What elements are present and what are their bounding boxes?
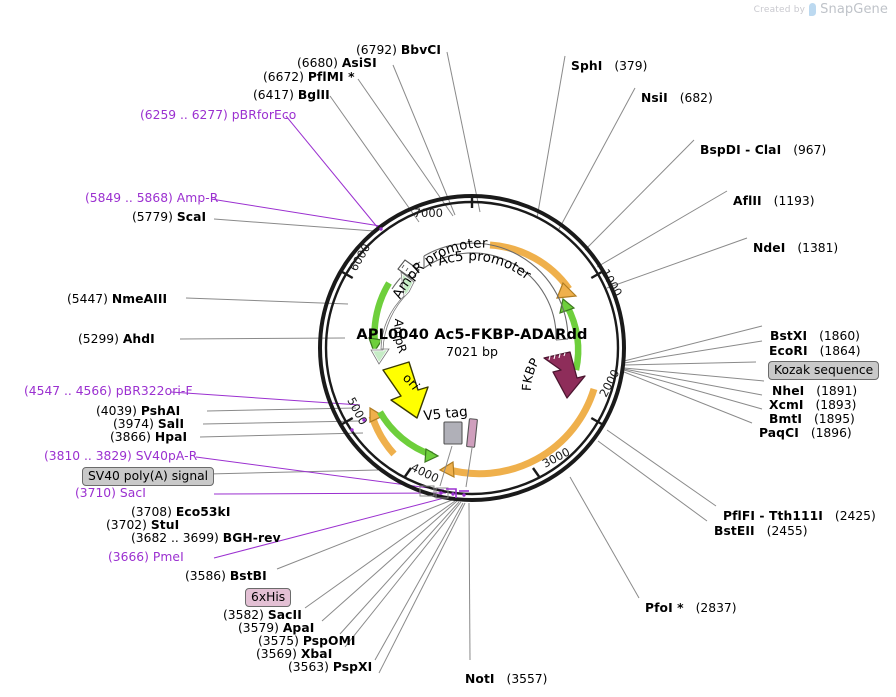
orange-arrowhead-top <box>556 281 578 299</box>
ruler-ticks <box>341 196 603 479</box>
site-label-sphi[interactable]: SphI (379) <box>571 59 648 73</box>
site-label-nhei[interactable]: NheI (1891) <box>772 384 858 398</box>
site-label-xbai[interactable]: (3563) PspXI <box>288 660 373 674</box>
feature-6xhis <box>466 418 478 448</box>
label-ampr: AmpR <box>391 318 410 355</box>
site-label-scai[interactable]: (5779) ScaI <box>132 210 207 224</box>
site-label-paqci[interactable]: PaqCI (1896) <box>759 426 852 440</box>
site-label-nsii[interactable]: NsiI (682) <box>641 91 713 105</box>
direction-arcs <box>368 241 598 479</box>
feature-ori <box>382 361 429 419</box>
orange-arc-lower <box>445 387 598 478</box>
feature-stems <box>439 445 473 488</box>
orange-arrowhead-left <box>369 406 385 423</box>
plasmid-size: 7021 bp <box>445 344 499 359</box>
site-label-stui[interactable]: (3682 .. 3699) BGH-rev <box>131 531 281 545</box>
snapgene-logo-icon <box>809 3 817 16</box>
site-label-asisi[interactable]: (6680) AsiSI <box>297 56 377 70</box>
feature-ampr <box>368 259 420 367</box>
primer-label-amp-r[interactable]: (5849 .. 5868) Amp-R <box>85 191 219 205</box>
feature-fkbp <box>543 351 586 399</box>
kozak-sequence-chip[interactable]: Kozak sequence <box>768 361 880 380</box>
snapgene-watermark: Created by SnapGene <box>754 2 888 17</box>
site-label-nmeaiii[interactable]: (5447) NmeAIII <box>67 292 168 306</box>
6xhis-chip[interactable]: 6xHis <box>245 588 292 607</box>
green-arrowhead-lower-left <box>424 447 440 463</box>
site-label-noti[interactable]: NotI (3557) <box>465 672 548 686</box>
ac5-promoter-outline-inner <box>423 252 557 341</box>
leader-lines-bottom-fan <box>276 499 471 674</box>
site-label-pspomi[interactable]: (3569) XbaI <box>256 647 333 661</box>
leader-lines-top <box>329 51 481 223</box>
label-fkbp: FKBP <box>519 355 543 391</box>
tick-label-5000: 5000 <box>344 395 370 427</box>
watermark-brand: SnapGene <box>820 2 888 17</box>
watermark-created-by: Created by <box>753 4 806 15</box>
site-label-saci[interactable]: (3708) Eco53kI <box>131 505 231 519</box>
site-label-eco53ki[interactable]: (3702) StuI <box>106 518 180 532</box>
site-label-sali[interactable]: (3974) SalI <box>113 417 185 431</box>
site-label-bbvci[interactable]: (6792) BbvCI <box>356 43 442 57</box>
site-label-bsteii[interactable]: BstEII (2455) <box>714 524 808 538</box>
sv40-polya-signal-chip[interactable]: SV40 poly(A) signal <box>82 467 215 486</box>
ac5-promoter-outline-outer <box>423 242 569 340</box>
site-label-ecori[interactable]: EcoRI (1864) <box>769 344 861 358</box>
site-label-pfoi[interactable]: PfoI * (2837) <box>645 601 737 615</box>
primer-label-sv40pa-r[interactable]: (3810 .. 3829) SV40pA-R <box>44 449 198 463</box>
leader-lines-right <box>536 55 765 599</box>
primer-label-pbrforeco[interactable]: (6259 .. 6277) pBRforEco <box>140 108 297 122</box>
site-label-bstxi[interactable]: BstXI (1860) <box>770 329 860 343</box>
mcs-ticks <box>350 227 469 499</box>
plasmid-name: APL0040 Ac5-FKBP-ADARdd <box>356 326 588 343</box>
tick-label-7000: 7000 <box>414 206 443 220</box>
site-label-xcmi[interactable]: XcmI (1893) <box>769 398 857 412</box>
label-v5-tag: V5 tag <box>423 404 469 425</box>
site-label-aflii[interactable]: AflII (1193) <box>733 194 815 208</box>
green-arrowhead-upper-left <box>368 337 384 354</box>
site-label-pflfi-tth111i[interactable]: PflFI - Tth111I (2425) <box>723 509 876 523</box>
site-label-pflmi[interactable]: (6672) PflMI * <box>263 70 355 84</box>
site-label-bstbi[interactable]: (3582) SacII <box>223 608 302 622</box>
green-arc-right <box>564 304 582 371</box>
primer-label-ebv-rev[interactable]: (3710) SacI <box>75 486 146 500</box>
primer-label-bgh-rev[interactable]: (3666) PmeI <box>108 550 184 564</box>
site-label-bspdi-clai[interactable]: BspDI - ClaI (967) <box>700 143 827 157</box>
site-label-bglii[interactable]: (6417) BglII <box>253 88 330 102</box>
site-label-apai[interactable]: (3575) PspOMI <box>258 634 356 648</box>
primer-label-pbr322ori-f[interactable]: (4547 .. 4566) pBR322ori-F <box>24 384 193 398</box>
site-label-ahdi[interactable]: (5299) AhdI <box>78 332 155 346</box>
site-label-bmti[interactable]: BmtI (1895) <box>769 412 855 426</box>
feature-v5-tag <box>443 421 463 445</box>
site-label-ndei[interactable]: NdeI (1381) <box>753 241 839 255</box>
site-label-pshai[interactable]: (4039) PshAI <box>96 404 181 418</box>
site-label-hpai[interactable]: (3866) HpaI <box>110 430 188 444</box>
orange-arc-top <box>489 241 572 292</box>
site-label-sacii[interactable]: (3579) ApaI <box>238 621 315 635</box>
site-label-pmei[interactable]: (3586) BstBI <box>185 569 267 583</box>
